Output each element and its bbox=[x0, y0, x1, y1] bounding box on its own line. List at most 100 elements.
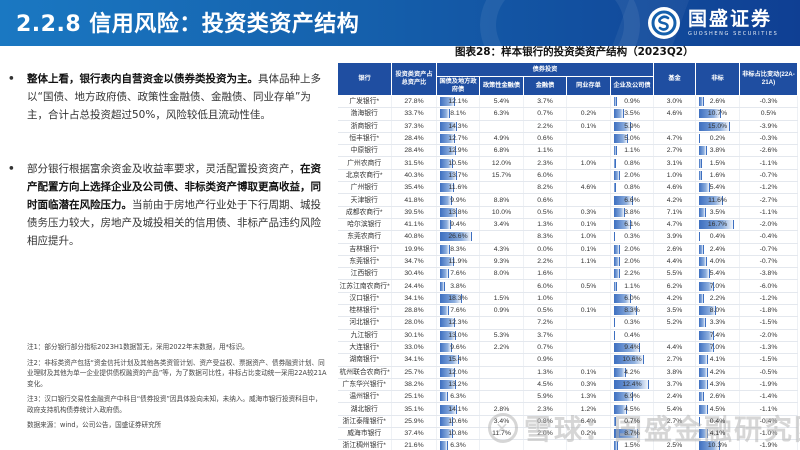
cell-gov: 8.1% bbox=[436, 107, 480, 121]
table-row: 广州银行 35.4% 11.6% 8.2% 4.6% 0.8% 4.6% 5.4% -1.2% bbox=[337, 181, 799, 195]
cell-fund: 3.8% bbox=[653, 366, 697, 379]
data-bar bbox=[699, 170, 703, 180]
cell-value: 13.8% bbox=[448, 208, 468, 216]
cell-fin: 0.5% bbox=[523, 206, 567, 219]
cell-corp: 2.2% bbox=[610, 267, 655, 281]
cell-gov: 6.3% bbox=[436, 390, 480, 404]
cell-policy: 5.4% bbox=[479, 95, 524, 109]
cell-ratio: 25.9% bbox=[391, 415, 437, 429]
cell-bank: 广发银行* bbox=[337, 95, 392, 109]
cell-policy: 2.8% bbox=[479, 402, 524, 416]
cell-value: 8.3% bbox=[450, 245, 466, 253]
data-bar bbox=[614, 244, 620, 254]
cell-bank: 杭州联合农商行* bbox=[337, 366, 392, 379]
bullet-2-lead: 部分银行根据富余资金及收益率要求，灵活配置投资资产， bbox=[27, 163, 300, 175]
cell-value: 7.0% bbox=[709, 344, 726, 352]
cell-value: 1.5% bbox=[709, 159, 726, 167]
cell-ncd: 0.1% bbox=[566, 304, 611, 318]
investment-structure-table: 银行 投资类资产占总资产比 债券投资 基金 非标 非标占比变动(22A-21A)… bbox=[337, 62, 799, 450]
col-header-invest-ratio: 投资类资产占总资产比 bbox=[391, 62, 437, 96]
cell-ncd bbox=[566, 132, 611, 146]
cell-chg: -1.1% bbox=[739, 156, 799, 170]
cell-nonstd: 16.7% bbox=[695, 218, 741, 232]
cell-ratio: 34.7% bbox=[391, 255, 437, 269]
cell-gov: 10.6% bbox=[436, 415, 480, 429]
cell-value: 4.5% bbox=[709, 405, 726, 413]
cell-policy bbox=[479, 279, 524, 293]
cell-ncd: 1.3% bbox=[566, 390, 611, 404]
cell-chg: -1.1% bbox=[739, 206, 799, 219]
cell-nonstd: 11.6% bbox=[695, 193, 741, 207]
cell-ncd: 0.1% bbox=[566, 243, 611, 256]
cell-fin: 0.8% bbox=[523, 415, 567, 429]
data-bar bbox=[440, 170, 457, 180]
cell-bank: 河北银行* bbox=[337, 316, 392, 330]
cell-gov: 12.7% bbox=[436, 132, 480, 146]
data-bar bbox=[614, 416, 616, 426]
data-bar bbox=[440, 367, 455, 377]
cell-nonstd: 3.3% bbox=[695, 316, 741, 330]
cell-fund bbox=[653, 329, 697, 342]
data-bar bbox=[699, 195, 724, 205]
cell-corp: 12.4% bbox=[610, 378, 655, 392]
cell-value: 4.1% bbox=[709, 430, 726, 438]
cell-value: 0.9% bbox=[624, 98, 640, 106]
data-bar bbox=[699, 293, 704, 303]
cell-ratio: 25.7% bbox=[391, 366, 437, 379]
cell-bank: 天津银行 bbox=[337, 193, 392, 207]
cell-value: 0.4% bbox=[709, 233, 726, 241]
cell-fund: 3.7% bbox=[653, 378, 697, 392]
cell-nonstd: 10.3% bbox=[695, 439, 741, 450]
cell-value: 2.2% bbox=[624, 270, 640, 278]
cell-chg: -3.9% bbox=[739, 120, 799, 133]
cell-value: 2.0% bbox=[624, 258, 640, 265]
table-row: 中原银行 28.4% 12.9% 6.8% 1.1% 1.1% 2.7% 3.8% -2.6% bbox=[337, 144, 799, 158]
data-bar bbox=[699, 330, 715, 340]
cell-ratio: 28.8% bbox=[391, 304, 437, 318]
cell-fin: 7.2% bbox=[523, 316, 567, 330]
cell-value: 7.6% bbox=[450, 270, 466, 278]
data-bar bbox=[440, 429, 454, 439]
cell-policy bbox=[479, 390, 524, 404]
cell-bank: 浙江稠州银行* bbox=[337, 439, 392, 450]
note-2: 注2：非标类资产包括“资金信托计划及其他各类资管计划、资产受益权、票据资产、债券… bbox=[27, 358, 327, 388]
cell-bank: 浙商银行 bbox=[337, 120, 392, 133]
cell-value: 2.6% bbox=[709, 98, 726, 106]
cell-chg: -1.4% bbox=[739, 390, 799, 404]
cell-nonstd: 7.0% bbox=[695, 279, 741, 293]
cell-corp: 3.8% bbox=[610, 206, 655, 219]
cell-gov: 8.3% bbox=[436, 243, 480, 256]
cell-corp: 1.1% bbox=[610, 144, 655, 158]
cell-ncd bbox=[566, 193, 611, 207]
cell-policy: 8.0% bbox=[479, 267, 524, 281]
cell-value: 0.3% bbox=[624, 319, 640, 327]
cell-value: 4.3% bbox=[709, 380, 726, 388]
cell-bank: 哈尔滨银行 bbox=[337, 218, 392, 232]
cell-gov: 13.2% bbox=[436, 378, 480, 392]
cell-fin: 0.6% bbox=[523, 132, 567, 146]
cell-ratio: 40.3% bbox=[391, 169, 437, 183]
cell-fund: 4.7% bbox=[653, 132, 697, 146]
cell-bank: 吉林银行* bbox=[337, 243, 392, 256]
cell-fund: 3.1% bbox=[653, 156, 697, 170]
table-row: 江苏江南农商行* 24.4% 3.8% 6.0% 0.5% 1.1% 6.2% 7.0% -6.… bbox=[337, 279, 799, 293]
col-header-corp: 企业及公司债 bbox=[609, 76, 655, 96]
data-bar bbox=[614, 343, 641, 353]
data-bar bbox=[699, 257, 708, 266]
cell-ncd: 0.3% bbox=[566, 378, 611, 392]
cell-nonstd: 15.0% bbox=[695, 120, 741, 133]
cell-chg: -2.0% bbox=[739, 329, 799, 342]
cell-corp: 0.8% bbox=[610, 156, 655, 170]
data-bar bbox=[699, 109, 722, 119]
cell-value: 7.4% bbox=[709, 331, 726, 339]
cell-corp: 8.7% bbox=[610, 427, 655, 441]
cell-policy: 2.2% bbox=[479, 341, 524, 355]
cell-fin: 5.9% bbox=[523, 390, 567, 404]
cell-policy: 4.9% bbox=[479, 132, 524, 146]
cell-fin: 3.7% bbox=[523, 329, 567, 342]
cell-value: 0.2% bbox=[709, 135, 726, 143]
data-bar bbox=[614, 441, 619, 450]
cell-value: 5.9% bbox=[624, 122, 640, 130]
cell-policy bbox=[479, 120, 524, 133]
cell-gov: 18.3% bbox=[436, 292, 480, 306]
